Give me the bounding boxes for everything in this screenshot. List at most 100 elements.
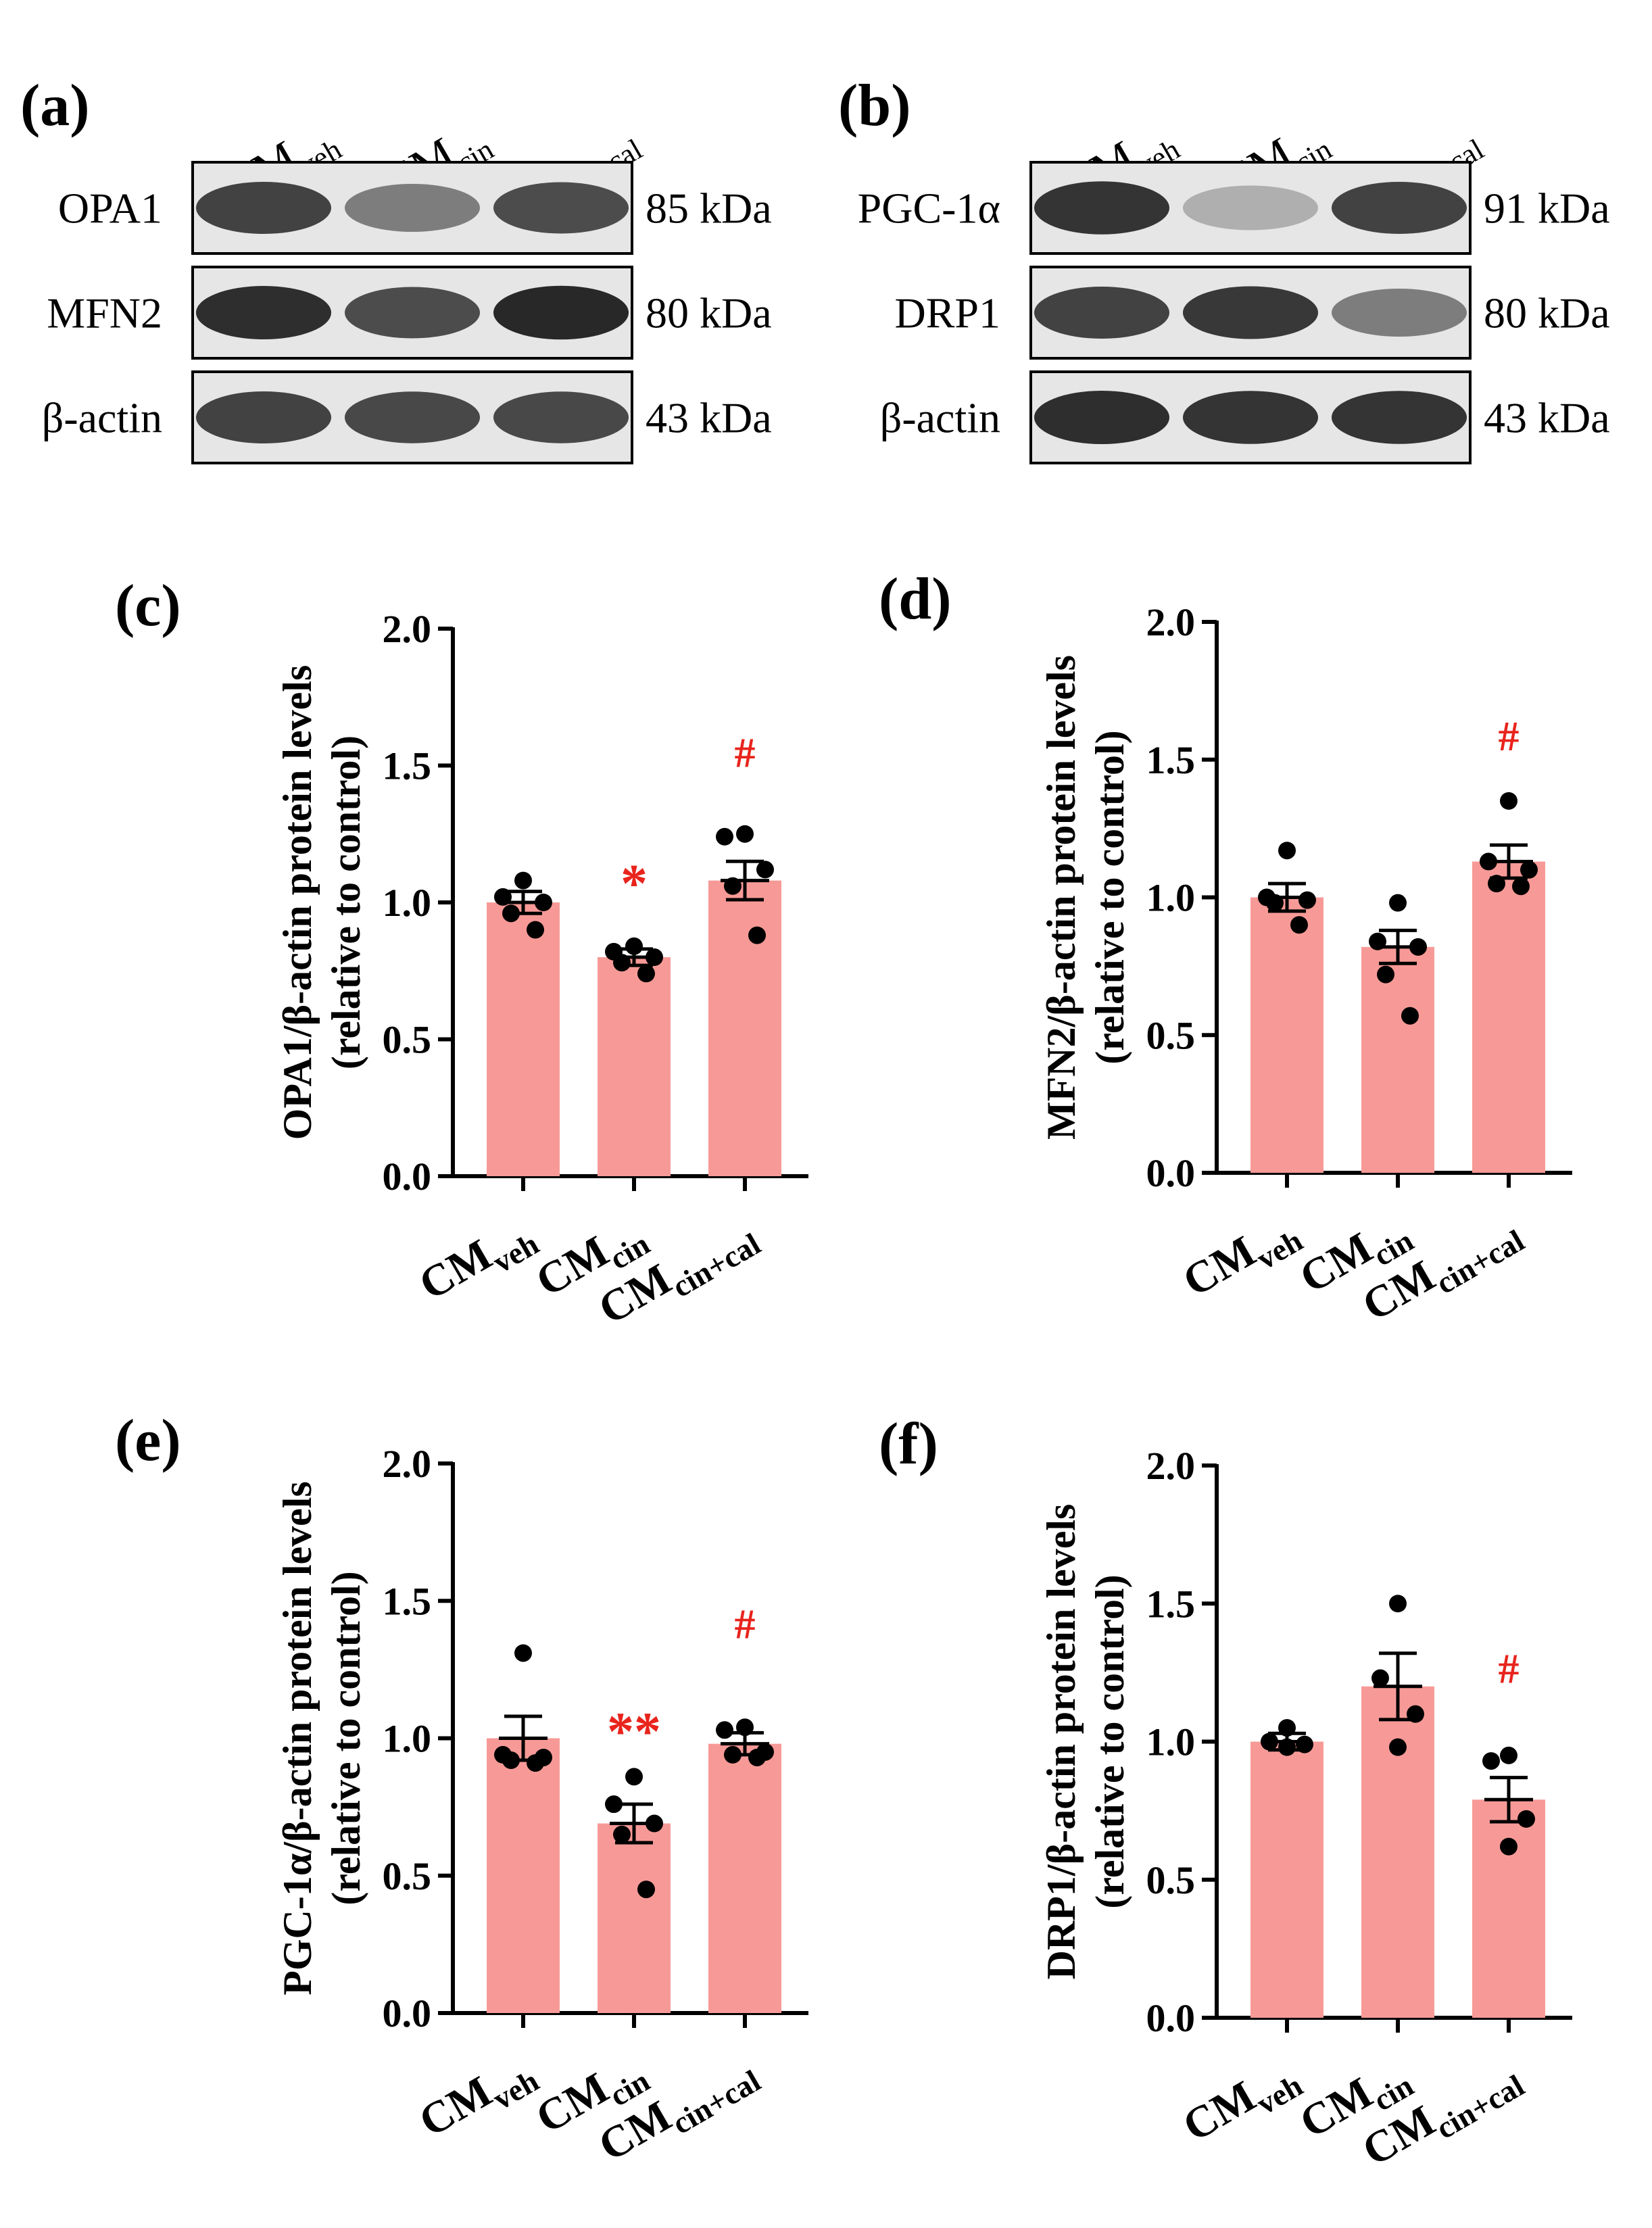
y-tick-label: 0.0 — [1146, 1151, 1196, 1195]
kda-label: 91 kDa — [1484, 185, 1610, 233]
data-point — [1389, 1738, 1407, 1756]
y-tick-label: 1.5 — [1146, 1582, 1196, 1626]
protein-label: PGC-1α — [858, 185, 1000, 233]
blot-band — [345, 184, 480, 232]
protein-label: β-actin — [880, 394, 1000, 442]
y-tick-label: 0.0 — [1146, 1996, 1196, 2040]
data-point — [494, 888, 512, 906]
data-point — [535, 894, 552, 911]
kda-label: 80 kDa — [1484, 289, 1610, 337]
panel-label: (c) — [115, 573, 181, 639]
significance-marker: # — [735, 730, 756, 776]
x-tick-label: CMveh — [411, 1207, 544, 1317]
data-point — [1409, 938, 1427, 956]
data-point — [1500, 1837, 1517, 1856]
y-tick-label: 2.0 — [383, 607, 432, 651]
data-point — [724, 877, 742, 895]
bar — [487, 902, 560, 1176]
y-tick-label: 2.0 — [1146, 1444, 1196, 1488]
y-tick-label: 1.0 — [383, 881, 432, 925]
data-point — [1261, 1733, 1278, 1751]
blot-band — [1034, 181, 1169, 235]
x-tick-label: CMcin+cal — [1354, 2048, 1530, 2183]
blot-band — [1332, 289, 1467, 337]
chart-d: (d) MFN2/β-actin protein levels (relative … — [879, 566, 1572, 1331]
data-point — [716, 827, 733, 846]
data-point — [527, 921, 544, 939]
panel-label: (d) — [879, 566, 952, 632]
panel-label: (f) — [879, 1411, 938, 1477]
blot-band — [1034, 391, 1169, 444]
data-point — [1389, 894, 1407, 912]
blot-band — [196, 286, 331, 339]
y-tick-label: 1.0 — [383, 1717, 432, 1761]
data-point — [1500, 1746, 1517, 1764]
blot-band — [1183, 286, 1318, 339]
blot-band — [1332, 182, 1467, 234]
data-point — [605, 1795, 623, 1814]
y-axis-label: DRP1/β-actin protein levels (relative to … — [1039, 1504, 1132, 1980]
bar — [1472, 861, 1545, 1173]
data-point — [1389, 1595, 1407, 1613]
data-point — [736, 825, 754, 843]
data-point — [724, 1745, 742, 1764]
y-tick-label: 1.5 — [1146, 738, 1196, 782]
data-point — [756, 861, 774, 879]
data-point — [502, 1751, 520, 1770]
blot-band — [345, 287, 480, 339]
y-tick-label: 1.5 — [383, 1579, 432, 1623]
significance-marker: # — [1499, 1647, 1520, 1693]
data-point — [1517, 1810, 1535, 1828]
y-tick-label: 2.0 — [383, 1442, 432, 1486]
data-point — [1296, 1735, 1313, 1753]
significance-marker: ** — [607, 1702, 661, 1762]
x-tick-label: CMveh — [411, 2043, 544, 2154]
y-tick-label: 0.0 — [383, 1991, 432, 2035]
y-tick-label: 2.0 — [1146, 600, 1196, 644]
chart-f: (f) DRP1/β-actin protein levels (relative … — [879, 1411, 1572, 2183]
y-tick-label: 0.5 — [1146, 1013, 1196, 1057]
data-point — [1278, 1738, 1296, 1756]
data-point — [625, 937, 643, 955]
data-point — [502, 904, 520, 923]
protein-label: OPA1 — [58, 185, 162, 233]
data-point — [716, 1721, 733, 1739]
data-point — [646, 1814, 663, 1833]
data-point — [1520, 861, 1538, 879]
significance-marker: # — [735, 1601, 756, 1647]
y-tick-label: 0.5 — [1146, 1858, 1196, 1902]
blot-band — [1034, 287, 1169, 339]
blot-band — [493, 285, 629, 340]
y-axis-label: MFN2/β-actin protein levels (relative to … — [1039, 655, 1132, 1140]
y-tick-label: 0.5 — [383, 1854, 432, 1898]
protein-label: DRP1 — [895, 289, 1001, 337]
data-point — [527, 1754, 544, 1772]
data-point — [1369, 932, 1386, 950]
panel-label: (a) — [20, 73, 90, 139]
bar — [1472, 1799, 1545, 2018]
data-point — [613, 1825, 631, 1843]
bar — [487, 1738, 560, 2013]
data-point — [1278, 1719, 1296, 1737]
data-point — [1482, 1752, 1500, 1770]
blot-band — [1183, 391, 1318, 444]
kda-label: 43 kDa — [646, 394, 772, 442]
bar — [1250, 897, 1323, 1173]
data-point — [637, 965, 655, 983]
data-point — [1488, 875, 1505, 893]
y-axis-label: PGC-1α/β-actin protein levels (relative t… — [275, 1481, 368, 1995]
y-tick-label: 0.0 — [383, 1155, 432, 1198]
data-point — [748, 926, 766, 944]
data-point — [646, 948, 663, 966]
x-tick-label: CMveh — [1175, 2048, 1308, 2158]
blot-band — [345, 391, 480, 443]
x-tick-label: CMcin+cal — [590, 2043, 766, 2178]
data-point — [514, 1644, 532, 1662]
data-point — [1407, 1705, 1424, 1723]
y-tick-label: 0.5 — [383, 1018, 432, 1062]
y-tick-label: 1.5 — [383, 744, 432, 788]
data-point — [613, 954, 631, 972]
